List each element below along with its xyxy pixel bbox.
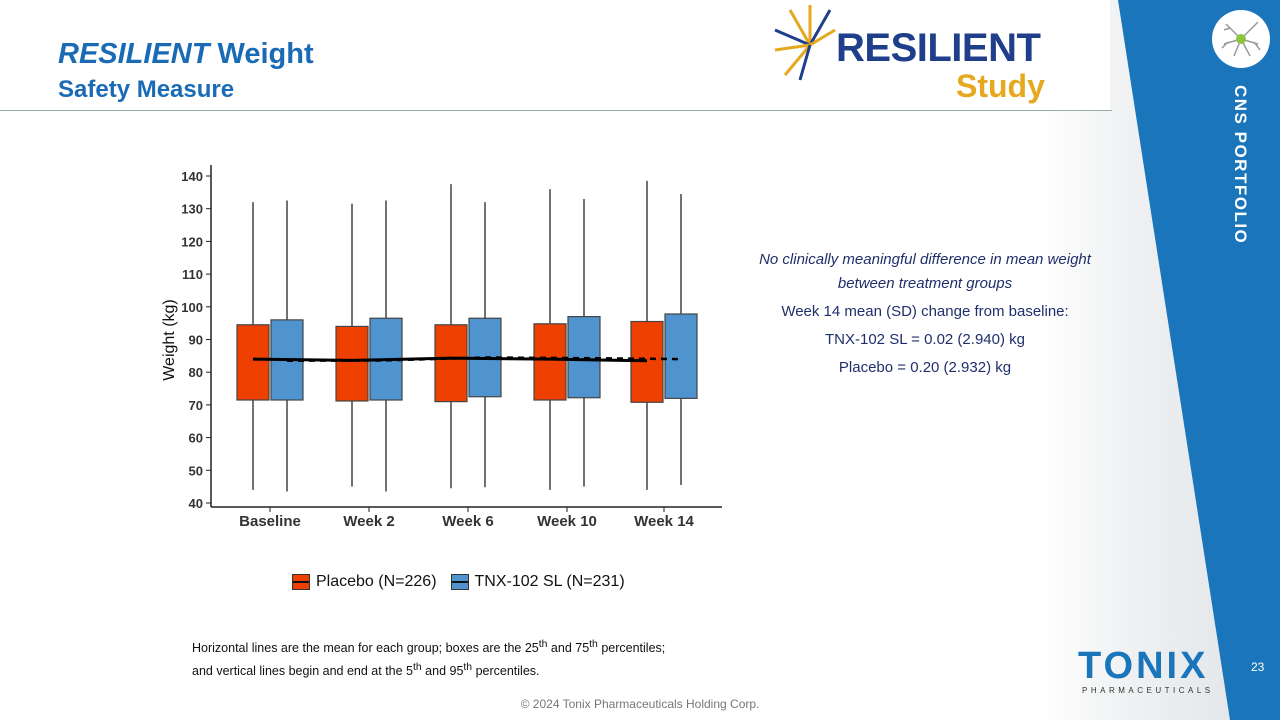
- y-tick-label: 60: [189, 431, 203, 446]
- tonix-logo: TONIX: [1078, 645, 1209, 687]
- box-plot: 40 50 60 70 80 90 100 110 120 130 140 Baseline Week …: [161, 165, 722, 530]
- finding-text: No clinically meaningful difference in m…: [759, 251, 1091, 292]
- chart-legend: Placebo (N=226) TNX-102 SL (N=231): [292, 573, 625, 591]
- page-subtitle: Safety Measure: [58, 76, 235, 103]
- finding-heading: Week 14 mean (SD) change from baseline:: [781, 303, 1069, 320]
- copyright: © 2024 Tonix Pharmaceuticals Holding Cor…: [520, 697, 760, 711]
- finding-tnx: TNX-102 SL = 0.02 (2.940) kg: [825, 331, 1025, 348]
- legend-label-tnx: TNX-102 SL (N=231): [474, 573, 625, 590]
- y-tick-label: 70: [189, 398, 203, 413]
- mean-line-placebo: [252, 356, 648, 363]
- page-number: 23: [1251, 660, 1265, 674]
- page-title: RESILIENT Weight: [58, 38, 314, 70]
- y-tick-label: 110: [182, 267, 203, 282]
- side-label: CNS PORTFOLIO: [1231, 85, 1250, 245]
- finding-placebo: Placebo = 0.20 (2.932) kg: [838, 359, 1012, 376]
- box-tnx: [664, 313, 698, 399]
- y-axis-label: Weight (kg): [161, 299, 178, 381]
- x-tick-label: Week 14: [634, 513, 694, 530]
- tonix-logo-sub: PHARMACEUTICALS: [1082, 686, 1214, 695]
- y-tick-label: 40: [189, 496, 203, 511]
- y-tick-label: 90: [189, 333, 203, 348]
- mean-line-tnx: [286, 356, 682, 363]
- sunburst-icon: [774, 5, 836, 81]
- footnote: Horizontal lines are the mean for each g…: [192, 639, 666, 679]
- x-tick-label: Week 6: [442, 513, 493, 530]
- y-tick-label: 100: [181, 300, 203, 315]
- y-tick-label: 140: [181, 169, 203, 184]
- legend-swatch-placebo: [292, 574, 310, 590]
- neuron-icon: [1212, 10, 1270, 68]
- header-divider: [0, 110, 1112, 111]
- box-placebo: [434, 324, 468, 403]
- box-placebo: [236, 324, 270, 401]
- x-tick-label: Week 2: [343, 513, 394, 530]
- x-tick-label: Baseline: [239, 513, 301, 530]
- y-tick-label: 120: [181, 234, 203, 249]
- y-tick-label: 80: [189, 365, 203, 380]
- key-findings: No clinically meaningful difference in m…: [740, 248, 1110, 380]
- resilient-logo: RESILIENT Study: [770, 0, 1110, 110]
- legend-label-placebo: Placebo (N=226): [316, 573, 437, 590]
- y-tick-label: 50: [189, 463, 203, 478]
- legend-swatch-tnx: [450, 574, 469, 590]
- y-tick-label: 130: [181, 202, 203, 217]
- box-placebo: [533, 323, 567, 401]
- x-tick-label: Week 10: [537, 513, 597, 530]
- box-placebo: [335, 325, 369, 402]
